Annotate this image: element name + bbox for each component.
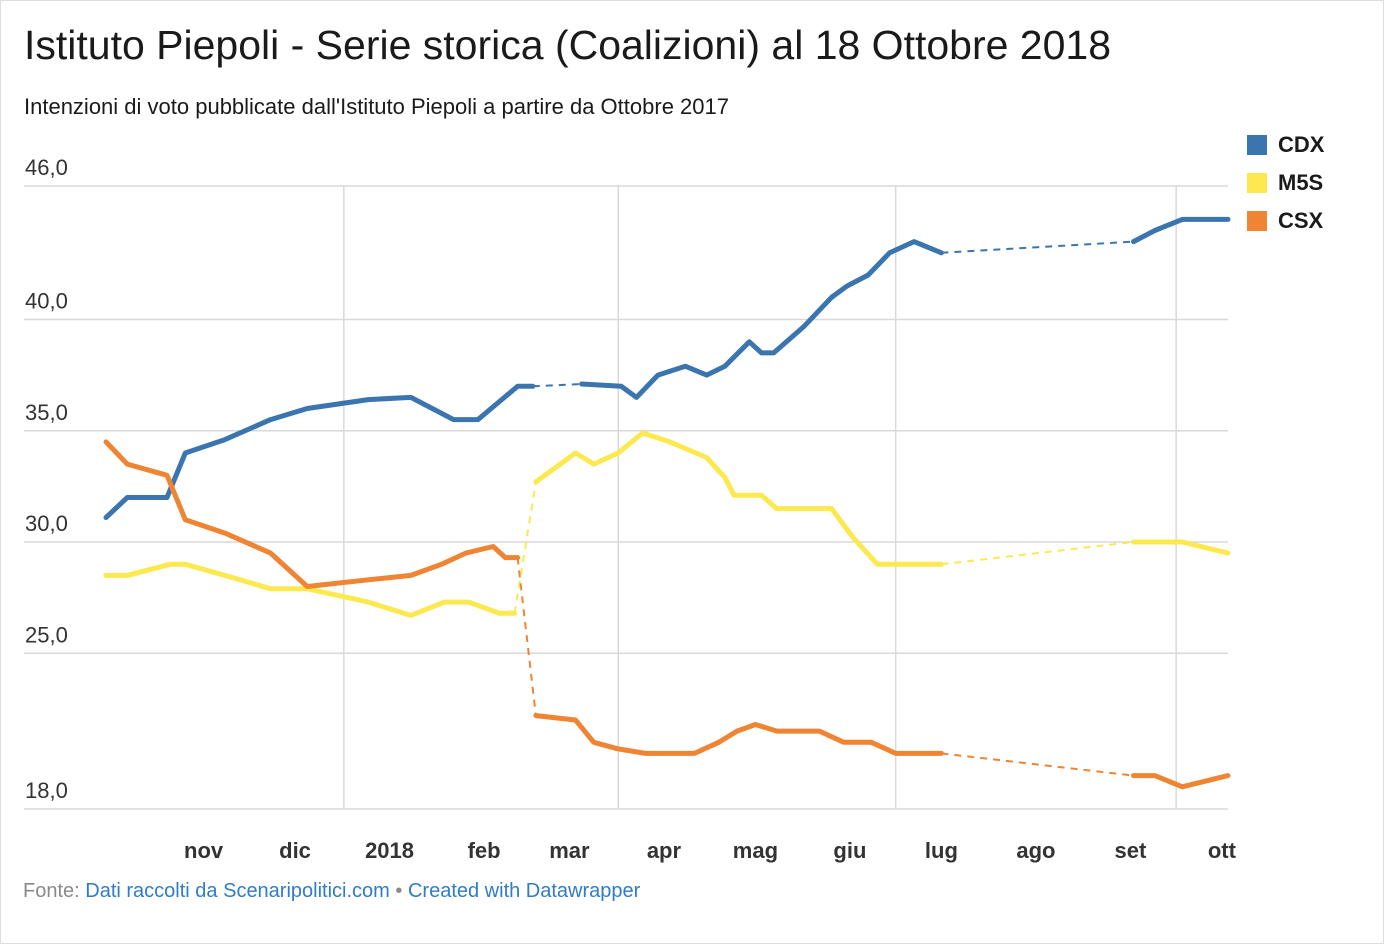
series-line-csx-solid — [533, 713, 944, 756]
y-tick-label: 25,0 — [25, 622, 68, 647]
chart-title: Istituto Piepoli - Serie storica (Coaliz… — [24, 22, 1112, 68]
footer-separator: • — [395, 880, 403, 902]
x-axis-labels: nov dic 2018 feb mar apr mag giu lug ago set ott — [184, 838, 1237, 863]
x-tick-label: ago — [1016, 838, 1055, 863]
x-tick-label: feb — [468, 838, 501, 863]
series-cdx — [103, 216, 1231, 520]
legend-label: M5S — [1278, 170, 1324, 195]
series-line-cdx-solid — [579, 239, 944, 400]
series-line-cdx-solid — [1131, 216, 1231, 245]
series-line-cdx-dashed — [941, 240, 1134, 254]
source-label: Fonte: — [23, 880, 80, 902]
y-tick-label: 18,0 — [25, 778, 68, 803]
legend-item-cdx: CDX — [1247, 126, 1324, 164]
legend-swatch — [1247, 135, 1267, 155]
y-tick-label: 46,0 — [25, 155, 68, 180]
x-tick-label: giu — [833, 838, 866, 863]
y-tick-label: 35,0 — [25, 400, 68, 425]
legend-swatch — [1247, 173, 1267, 193]
series-line-m5s-solid — [533, 430, 944, 567]
series-line-csx-dashed — [941, 752, 1134, 777]
series-line-m5s-dashed — [941, 541, 1134, 566]
series-line-cdx-solid — [103, 383, 536, 520]
y-tick-label: 40,0 — [25, 289, 68, 314]
y-gridlines — [24, 185, 1228, 810]
x-tick-label: mag — [733, 838, 778, 863]
x-tick-label: dic — [279, 838, 311, 863]
source-link[interactable]: Dati raccolti da Scenaripolitici.com — [85, 880, 390, 902]
legend-label: CSX — [1278, 208, 1324, 233]
series-csx — [103, 439, 1231, 790]
x-tick-label: ott — [1208, 838, 1237, 863]
series-line-csx-solid — [1131, 773, 1231, 790]
legend-item-csx: CSX — [1247, 202, 1324, 240]
x-tick-label: set — [1115, 838, 1147, 863]
legend: CDX M5S CSX — [1247, 126, 1324, 240]
footer: Fonte: Dati raccolti da Scenaripolitici.… — [23, 880, 640, 903]
series-line-m5s-solid — [1131, 539, 1231, 556]
x-tick-label: apr — [647, 838, 682, 863]
x-tick-label: 2018 — [365, 838, 414, 863]
datawrapper-credit-link[interactable]: Created with Datawrapper — [407, 880, 641, 902]
series-line-csx-dashed — [516, 557, 537, 716]
legend-item-m5s: M5S — [1247, 164, 1324, 202]
series-line-m5s-solid — [103, 561, 518, 618]
series-line-csx-solid — [103, 439, 521, 589]
series-line-m5s-dashed — [513, 481, 537, 614]
y-axis-labels: 46,0 40,0 35,0 30,0 25,0 18,0 — [25, 155, 68, 803]
legend-label: CDX — [1278, 132, 1325, 157]
x-tick-label: mar — [549, 838, 590, 863]
series-m5s — [103, 430, 1231, 618]
series-lines — [103, 216, 1231, 790]
series-line-cdx-dashed — [532, 383, 582, 388]
x-gridlines — [343, 186, 1177, 809]
x-tick-label: lug — [925, 838, 958, 863]
chart-subtitle: Intenzioni di voto pubblicate dall'Istit… — [24, 94, 729, 119]
x-tick-label: nov — [184, 838, 224, 863]
legend-swatch — [1247, 211, 1267, 231]
y-tick-label: 30,0 — [25, 511, 68, 536]
